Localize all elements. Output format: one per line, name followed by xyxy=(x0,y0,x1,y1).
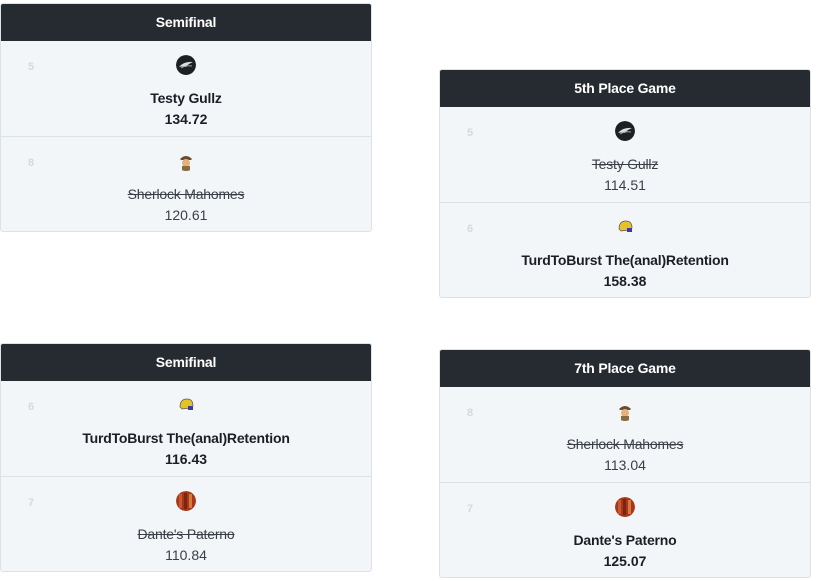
team-score: 134.72 xyxy=(164,111,208,127)
matchup-card-semifinal-1[interactable]: Semifinal 5 Testy Gullz 134.72 8 Sherloc… xyxy=(0,3,372,232)
team-seed: 8 xyxy=(28,157,35,169)
team-name[interactable]: TurdToBurst The(anal)Retention xyxy=(82,430,290,446)
team-name[interactable]: Dante's Paterno xyxy=(137,526,235,542)
eagle-icon xyxy=(615,121,635,141)
team-score: 113.04 xyxy=(604,457,646,473)
team-seed: 8 xyxy=(467,407,474,419)
team-seed: 5 xyxy=(28,61,35,73)
team-score: 110.84 xyxy=(165,547,207,563)
team-row[interactable]: 6 TurdToBurst The(anal)Retention 116.43 xyxy=(1,381,371,476)
team-score: 158.38 xyxy=(603,273,647,289)
team-name[interactable]: Sherlock Mahomes xyxy=(566,436,684,452)
team-score: 125.07 xyxy=(603,553,647,569)
matchup-title: Semifinal xyxy=(1,4,371,41)
matchup-title: Semifinal xyxy=(1,344,371,381)
team-score: 120.61 xyxy=(164,207,208,223)
team-seed: 7 xyxy=(28,497,35,509)
helmet-icon xyxy=(176,395,196,415)
team-score: 114.51 xyxy=(604,177,646,193)
matchup-card-5th-place[interactable]: 5th Place Game 5 Testy Gullz 114.51 6 Tu… xyxy=(439,69,811,298)
team-seed: 7 xyxy=(467,503,474,515)
team-name[interactable]: Testy Gullz xyxy=(591,156,659,172)
team-name[interactable]: Dante's Paterno xyxy=(573,532,677,548)
photo-icon xyxy=(615,497,635,517)
team-row[interactable]: 7 Dante's Paterno 125.07 xyxy=(440,482,810,577)
helmet-icon xyxy=(615,217,635,237)
team-row[interactable]: 5 Testy Gullz 134.72 xyxy=(1,41,371,136)
team-row[interactable]: 8 Sherlock Mahomes 113.04 xyxy=(440,387,810,482)
detective-icon xyxy=(615,401,635,421)
team-row[interactable]: 6 TurdToBurst The(anal)Retention 158.38 xyxy=(440,202,810,297)
team-score: 116.43 xyxy=(164,451,208,467)
eagle-icon xyxy=(176,55,196,75)
matchup-title: 7th Place Game xyxy=(440,350,810,387)
team-row[interactable]: 7 Dante's Paterno 110.84 xyxy=(1,476,371,571)
team-seed: 5 xyxy=(467,127,474,139)
matchup-title: 5th Place Game xyxy=(440,70,810,107)
team-name[interactable]: Sherlock Mahomes xyxy=(127,186,245,202)
detective-icon xyxy=(176,151,196,171)
team-row[interactable]: 8 Sherlock Mahomes 120.61 xyxy=(1,136,371,231)
team-seed: 6 xyxy=(467,223,474,235)
team-name[interactable]: Testy Gullz xyxy=(150,90,222,106)
matchup-card-semifinal-2[interactable]: Semifinal 6 TurdToBurst The(anal)Retenti… xyxy=(0,343,372,572)
team-seed: 6 xyxy=(28,401,35,413)
photo-icon xyxy=(176,491,196,511)
matchup-card-7th-place[interactable]: 7th Place Game 8 Sherlock Mahomes 113.04… xyxy=(439,349,811,578)
team-name[interactable]: TurdToBurst The(anal)Retention xyxy=(521,252,729,268)
team-row[interactable]: 5 Testy Gullz 114.51 xyxy=(440,107,810,202)
